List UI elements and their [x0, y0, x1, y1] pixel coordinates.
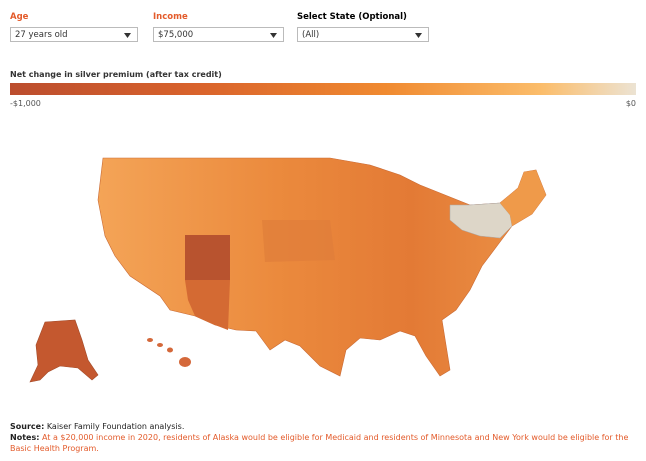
dropdown-arrow [270, 33, 277, 38]
northeast [500, 170, 546, 226]
dropdown-arrow [124, 33, 131, 38]
dropdown-value: $75,000 [158, 30, 194, 40]
dropdown[interactable]: 27 years old [10, 27, 138, 42]
southwest [185, 280, 230, 330]
mainland [97, 157, 547, 377]
legend-gradient [10, 83, 636, 95]
legend-min: -$1,000 [10, 99, 41, 108]
notes: Notes: At a $20,000 income in 2020, resi… [10, 432, 636, 454]
plains [262, 220, 335, 262]
dropdown-value: (All) [302, 30, 320, 40]
control-label: Income [153, 12, 188, 22]
source-text: Kaiser Family Foundation analysis. [46, 422, 185, 431]
legend-title: Net change in silver premium (after tax … [10, 70, 222, 79]
legend-max: $0 [625, 99, 636, 108]
new-england [449, 202, 513, 239]
dropdown-arrow [415, 33, 422, 38]
source-label: Source: [10, 422, 45, 431]
dropdown-value: 27 years old [15, 30, 68, 40]
control-label: Age [10, 12, 29, 22]
notes-label: Notes: [10, 433, 40, 442]
footer: Source: Kaiser Family Foundation analysi… [10, 421, 636, 454]
dropdown[interactable]: (All) [297, 27, 429, 42]
control-label: Select State (Optional) [297, 12, 407, 22]
notes-text: At a $20,000 income in 2020, residents o… [10, 433, 629, 453]
high-region [185, 235, 230, 280]
source: Source: Kaiser Family Foundation analysi… [10, 421, 636, 432]
hawaii [147, 338, 191, 367]
dropdown[interactable]: $75,000 [153, 27, 284, 42]
alaska [29, 319, 99, 383]
